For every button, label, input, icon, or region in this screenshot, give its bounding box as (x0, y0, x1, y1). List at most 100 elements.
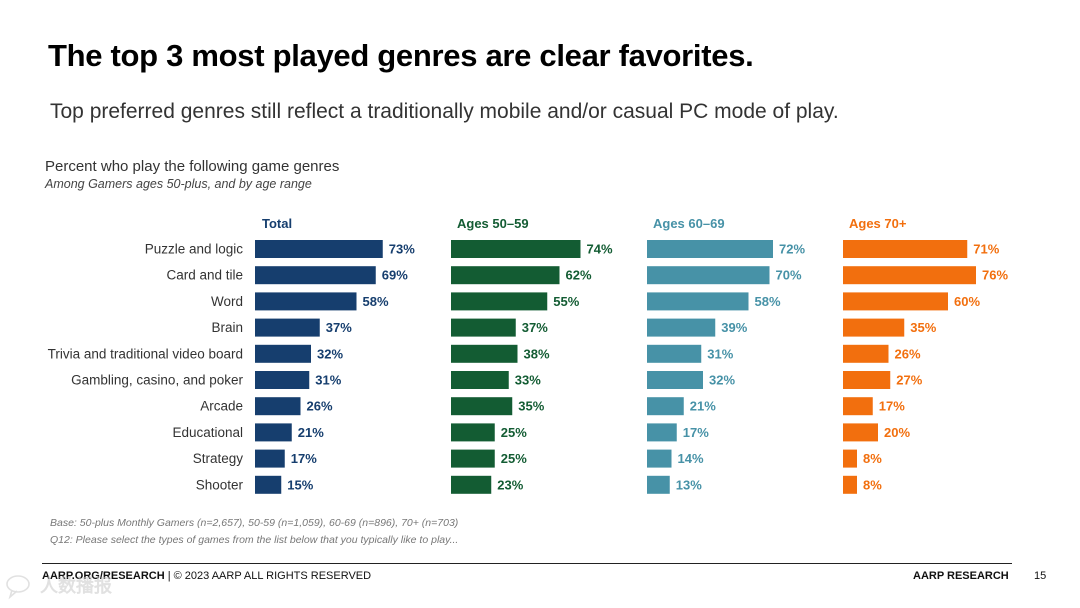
bar (843, 344, 889, 363)
series-header: Ages 70+ (849, 216, 907, 231)
category-label: Brain (211, 320, 243, 335)
genre-bar-chart: Puzzle and logic Card and tile Word Brain Tr… (48, 216, 1008, 494)
data-label: 17% (291, 451, 317, 466)
bar (451, 423, 495, 442)
data-label: 69% (382, 268, 408, 283)
footer-site-link[interactable]: AARP.ORG/RESEARCH (42, 570, 165, 582)
data-label: 58% (363, 294, 389, 309)
footer-divider (42, 563, 1012, 564)
bar (255, 475, 282, 494)
category-label: Educational (172, 425, 243, 440)
data-label: 15% (287, 477, 313, 492)
footer-brand: AARP RESEARCH (913, 570, 1009, 582)
data-label: 8% (863, 451, 882, 466)
bar (451, 292, 548, 311)
bar (647, 449, 672, 468)
bar (843, 292, 948, 311)
data-label: 62% (566, 268, 592, 283)
data-label: 73% (389, 242, 415, 257)
bar (451, 344, 518, 363)
footer-credits: AARP.ORG/RESEARCH | © 2023 AARP ALL RIGH… (42, 570, 371, 582)
category-label: Puzzle and logic (145, 242, 244, 257)
data-label: 70% (776, 268, 802, 283)
data-label: 55% (553, 294, 579, 309)
bar (255, 266, 376, 285)
footer-copyright: | © 2023 AARP ALL RIGHTS RESERVED (164, 570, 372, 582)
bar (451, 475, 492, 494)
data-label: 72% (779, 242, 805, 257)
data-label: 38% (524, 346, 550, 361)
data-label: 33% (515, 373, 541, 388)
bar (451, 371, 509, 389)
chart-title: Percent who play the following game genr… (45, 158, 340, 175)
slide-subhead: Top preferred genres still reflect a tra… (50, 100, 839, 123)
category-label: Shooter (196, 477, 244, 492)
bar (255, 240, 383, 258)
data-label: 25% (501, 451, 527, 466)
bar (255, 449, 285, 468)
data-label: 17% (879, 399, 905, 414)
bar (255, 371, 310, 389)
bar (647, 292, 749, 311)
series-header: Ages 60–69 (653, 216, 725, 231)
data-label: 37% (522, 320, 548, 335)
category-label: Strategy (193, 451, 244, 466)
bar (647, 475, 670, 494)
data-label: 74% (587, 242, 613, 257)
data-label: 13% (676, 477, 702, 492)
category-label: Card and tile (166, 268, 243, 283)
bar (843, 266, 976, 285)
data-label: 8% (863, 477, 882, 492)
bar (451, 266, 560, 285)
slide-headline: The top 3 most played genres are clear f… (48, 38, 754, 73)
bar (843, 240, 968, 258)
category-label: Arcade (200, 399, 243, 414)
bar (843, 449, 857, 468)
data-label: 39% (721, 320, 747, 335)
data-label: 27% (896, 373, 922, 388)
chat-bubble-icon (6, 575, 30, 600)
bar (647, 371, 703, 389)
bar (255, 344, 311, 363)
bar (255, 423, 292, 442)
bar (451, 240, 581, 258)
category-label: Word (211, 294, 243, 309)
data-label: 76% (982, 268, 1008, 283)
data-label: 35% (518, 399, 544, 414)
data-label: 31% (707, 346, 733, 361)
data-label: 37% (326, 320, 352, 335)
bar (843, 371, 891, 389)
watermark: 人数播报 (6, 575, 112, 600)
bar (843, 475, 857, 494)
category-label: Trivia and traditional video board (48, 346, 243, 361)
bar (255, 397, 301, 416)
data-label: 20% (884, 425, 910, 440)
watermark-text: 人数播报 (40, 575, 112, 597)
base-note: Base: 50-plus Monthly Gamers (n=2,657), … (50, 517, 459, 529)
data-label: 14% (678, 451, 704, 466)
chart-subtitle: Among Gamers ages 50-plus, and by age ra… (45, 177, 312, 191)
data-label: 26% (895, 346, 921, 361)
data-label: 17% (683, 425, 709, 440)
data-label: 60% (954, 294, 980, 309)
data-label: 32% (709, 373, 735, 388)
bar (647, 344, 702, 363)
category-label: Gambling, casino, and poker (71, 373, 243, 388)
page-number: 15 (1034, 570, 1047, 582)
bar (647, 266, 770, 285)
data-label: 32% (317, 346, 343, 361)
bar (451, 449, 495, 468)
series-header: Ages 50–59 (457, 216, 529, 231)
bar (451, 397, 513, 416)
data-label: 71% (973, 242, 999, 257)
data-label: 23% (497, 477, 523, 492)
bar (843, 423, 878, 442)
data-label: 31% (315, 373, 341, 388)
bar (647, 397, 684, 416)
bar (647, 318, 716, 337)
data-label: 21% (298, 425, 324, 440)
bar (647, 240, 773, 258)
bar (843, 397, 873, 416)
question-note: Q12: Please select the types of games fr… (50, 534, 459, 546)
data-label: 21% (690, 399, 716, 414)
